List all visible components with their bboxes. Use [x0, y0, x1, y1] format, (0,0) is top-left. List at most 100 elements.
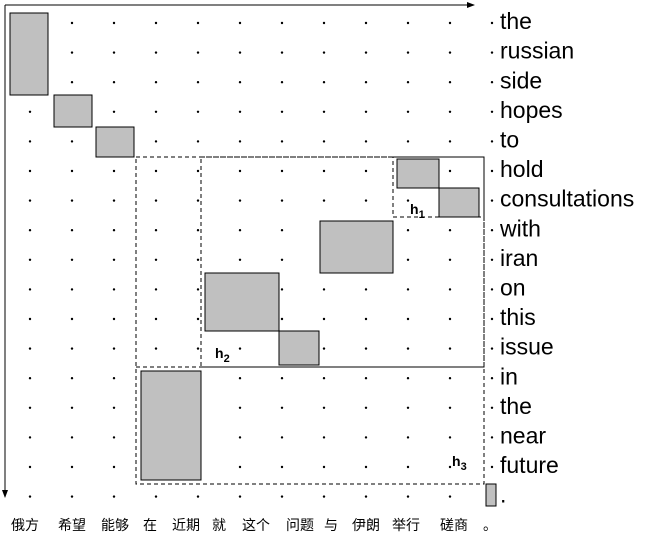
dot	[490, 347, 494, 350]
dot	[154, 140, 158, 143]
dot	[154, 51, 158, 54]
target-word: this	[500, 304, 536, 330]
alignment-blocks	[9, 12, 497, 507]
region	[135, 156, 485, 485]
dot	[280, 495, 284, 498]
dot	[406, 110, 410, 114]
dot	[490, 199, 494, 202]
dot	[70, 347, 74, 350]
dot	[448, 140, 452, 143]
dot	[238, 465, 242, 469]
dot	[322, 406, 326, 409]
dot	[490, 229, 494, 232]
dot	[280, 169, 284, 173]
dot	[448, 495, 452, 498]
dot	[406, 51, 410, 54]
dot	[364, 51, 368, 54]
dot	[406, 406, 410, 409]
dot	[238, 406, 242, 409]
dot	[448, 406, 452, 409]
dot	[406, 199, 410, 202]
dot	[28, 229, 32, 232]
target-words: the russian side hopes to hold consultations wi…	[499, 8, 634, 508]
dot	[280, 317, 284, 321]
dot	[28, 110, 32, 114]
dot	[238, 140, 242, 143]
dot	[406, 229, 410, 232]
block	[485, 483, 497, 507]
dot	[238, 110, 242, 114]
dot	[70, 465, 74, 469]
hypothesis-index: 1	[419, 209, 425, 221]
hypothesis-label: h3	[452, 453, 467, 473]
dot	[28, 406, 32, 409]
dot	[28, 465, 32, 469]
dot	[238, 229, 242, 232]
block	[278, 330, 320, 366]
dot	[112, 199, 116, 202]
dot	[154, 495, 158, 498]
dot	[196, 140, 200, 143]
dot	[406, 317, 410, 321]
dot	[112, 317, 116, 321]
block	[140, 370, 202, 481]
dot	[406, 465, 410, 469]
dot	[448, 110, 452, 114]
hypothesis-letter: h	[410, 201, 419, 217]
dot	[70, 377, 74, 380]
dot	[196, 317, 200, 321]
dot	[322, 465, 326, 469]
dot	[280, 465, 284, 469]
dot	[28, 140, 32, 143]
target-word: side	[500, 67, 542, 93]
target-word: near	[500, 422, 546, 448]
dot	[238, 347, 242, 350]
target-word: in	[500, 363, 518, 389]
dot	[364, 465, 368, 469]
dot	[406, 258, 410, 261]
dot	[196, 347, 200, 350]
block	[53, 94, 93, 128]
dot	[280, 229, 284, 232]
dot	[280, 140, 284, 143]
dot	[70, 169, 74, 173]
hypothesis-regions	[135, 156, 485, 485]
dot	[364, 81, 368, 84]
dot	[28, 347, 32, 350]
dot	[280, 110, 284, 114]
dot	[448, 288, 452, 291]
dot	[154, 288, 158, 291]
dot	[70, 495, 74, 498]
dot	[280, 51, 284, 54]
hypothesis-letter: h	[215, 345, 224, 361]
dot	[112, 81, 116, 84]
dot	[448, 21, 452, 25]
dot	[406, 21, 410, 25]
target-word: consultations	[500, 186, 634, 212]
dot	[448, 229, 452, 232]
dot	[322, 199, 326, 202]
dot	[448, 377, 452, 380]
dot	[154, 169, 158, 173]
hypothesis-index: 2	[224, 353, 230, 365]
dot	[196, 288, 200, 291]
dot	[448, 258, 452, 261]
dot	[28, 317, 32, 321]
dot	[322, 495, 326, 498]
dot	[196, 21, 200, 25]
dot	[70, 436, 74, 439]
source-word: 与	[324, 518, 338, 534]
target-word: to	[500, 126, 519, 152]
hypothesis-index: 3	[461, 461, 467, 473]
dot	[112, 51, 116, 54]
dot	[364, 288, 368, 291]
source-word: 这个	[242, 517, 270, 534]
dot	[112, 436, 116, 439]
dot	[280, 288, 284, 291]
dot	[448, 81, 452, 84]
source-word: 。	[483, 518, 497, 534]
dot	[490, 169, 494, 173]
dot	[280, 436, 284, 439]
dot	[196, 51, 200, 54]
dot	[238, 21, 242, 25]
